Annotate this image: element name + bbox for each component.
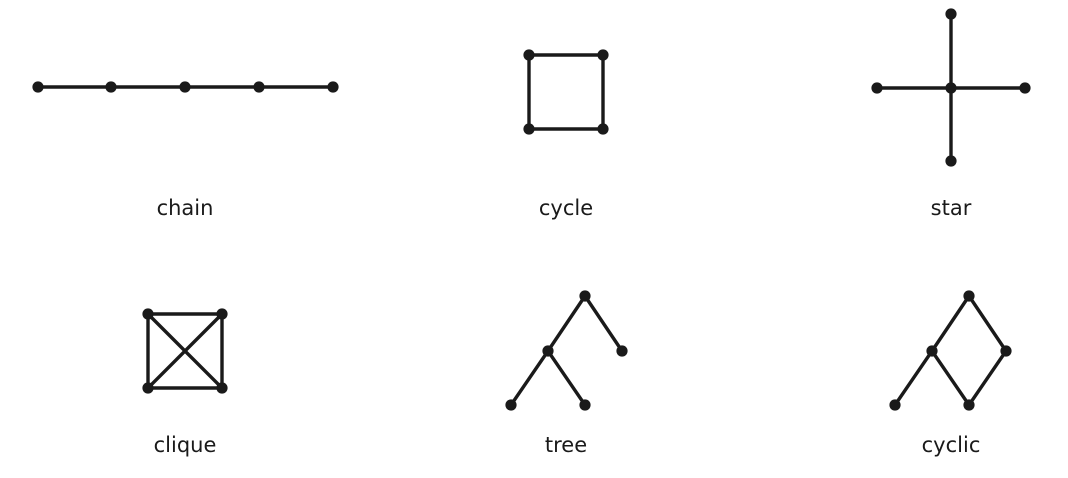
tree-node-leaf1: [505, 399, 517, 411]
clique-node-d: [142, 382, 154, 394]
clique-label: clique: [154, 433, 217, 457]
graph-star: star: [871, 8, 1031, 220]
chain-node-a: [32, 81, 44, 93]
graph-chain: chain: [32, 81, 339, 220]
star-node-right: [1019, 82, 1031, 94]
cyclic-node-top: [963, 290, 975, 302]
tree-node-right: [616, 345, 628, 357]
cycle-node-c: [597, 123, 609, 135]
tree-edge-root-right: [583, 294, 624, 353]
cyclic-nodes: [889, 290, 1012, 411]
cycle-nodes: [523, 49, 609, 135]
chain-label: chain: [157, 196, 214, 220]
cyclic-node-left: [926, 345, 938, 357]
clique-nodes: [142, 308, 228, 394]
cyclic-node-right: [1000, 345, 1012, 357]
graph-cyclic: cyclic: [889, 290, 1012, 457]
clique-edge-b-d: [146, 312, 224, 390]
tree-node-mid: [542, 345, 554, 357]
cyclic-edges: [893, 294, 1008, 407]
graph-cycle: cycle: [523, 49, 609, 220]
cycle-node-a: [523, 49, 535, 61]
star-node-top: [945, 8, 957, 20]
cycle-node-d: [523, 123, 535, 135]
tree-edges: [509, 294, 624, 407]
clique-edges: [146, 312, 224, 390]
chain-node-b: [105, 81, 117, 93]
star-node-hub: [945, 82, 957, 94]
cyclic-label: cyclic: [922, 433, 981, 457]
tree-label: tree: [545, 433, 587, 457]
graph-clique: clique: [142, 308, 228, 457]
cycle-edges: [527, 53, 605, 131]
chain-node-e: [327, 81, 339, 93]
chain-node-d: [253, 81, 265, 93]
star-node-bottom: [945, 155, 957, 167]
cyclic-node-tail: [889, 399, 901, 411]
star-node-left: [871, 82, 883, 94]
star-nodes: [871, 8, 1031, 167]
cyclic-edge-top-right: [967, 294, 1008, 353]
clique-node-b: [216, 308, 228, 320]
cyclic-edge-left-bottom: [930, 349, 971, 407]
clique-node-a: [142, 308, 154, 320]
cyclic-edge-left-tail: [893, 349, 934, 407]
cyclic-edge-top-left: [930, 294, 971, 353]
star-edges: [875, 12, 1027, 163]
tree-node-root: [579, 290, 591, 302]
tree-node-leaf2: [579, 399, 591, 411]
clique-node-c: [216, 382, 228, 394]
chain-node-c: [179, 81, 191, 93]
tree-edge-root-mid: [546, 294, 587, 353]
cycle-label: cycle: [539, 196, 593, 220]
chain-nodes: [32, 81, 339, 93]
tree-edge-mid-leaf2: [546, 349, 587, 407]
cycle-node-b: [597, 49, 609, 61]
tree-edge-mid-leaf1: [509, 349, 550, 407]
star-label: star: [931, 196, 972, 220]
graph-tree: tree: [505, 290, 628, 457]
cyclic-node-bottom: [963, 399, 975, 411]
cyclic-edge-right-bottom: [967, 349, 1008, 407]
tree-nodes: [505, 290, 628, 411]
